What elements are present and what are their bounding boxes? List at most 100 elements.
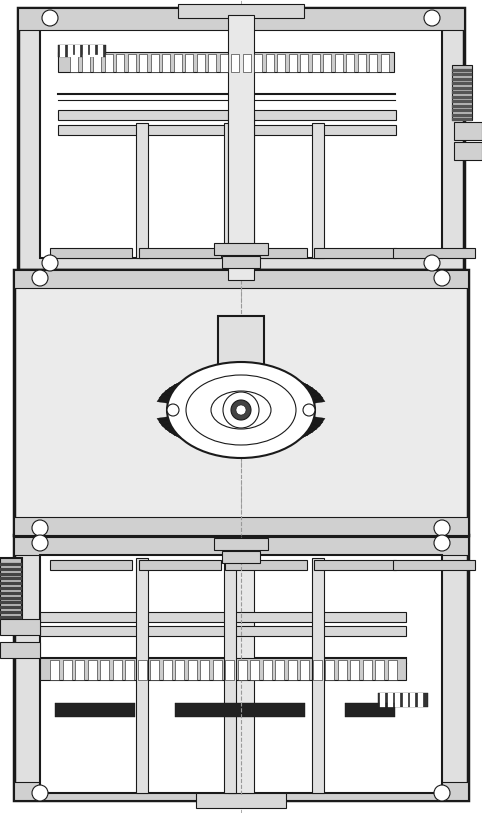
Bar: [55, 703, 135, 717]
Polygon shape: [261, 432, 284, 448]
Bar: [139, 54, 147, 72]
Bar: [0, 619, 40, 635]
Bar: [214, 243, 268, 255]
Circle shape: [434, 520, 450, 536]
Bar: [369, 54, 377, 72]
Bar: [312, 558, 324, 793]
Bar: [0, 606, 22, 609]
Bar: [375, 660, 384, 680]
Bar: [208, 54, 216, 72]
Bar: [454, 122, 482, 140]
Bar: [97, 45, 103, 57]
Polygon shape: [165, 385, 192, 398]
Polygon shape: [236, 435, 254, 450]
Polygon shape: [198, 432, 221, 448]
Circle shape: [434, 785, 450, 801]
Bar: [50, 560, 132, 570]
Bar: [225, 660, 234, 680]
Bar: [128, 54, 135, 72]
Bar: [358, 54, 365, 72]
Polygon shape: [267, 430, 291, 446]
Bar: [75, 660, 84, 680]
Bar: [242, 54, 251, 72]
Bar: [14, 535, 468, 800]
Ellipse shape: [186, 375, 296, 445]
Bar: [222, 256, 260, 268]
Bar: [346, 54, 354, 72]
Polygon shape: [255, 433, 277, 449]
Bar: [218, 398, 264, 450]
Bar: [250, 660, 259, 680]
Circle shape: [32, 270, 48, 286]
Bar: [125, 660, 134, 680]
Bar: [50, 248, 132, 258]
Bar: [14, 270, 468, 288]
Bar: [0, 592, 22, 595]
Bar: [14, 782, 468, 800]
Bar: [40, 658, 406, 680]
Polygon shape: [161, 387, 188, 400]
Bar: [136, 123, 148, 258]
Bar: [150, 660, 159, 680]
Bar: [139, 560, 221, 570]
Bar: [0, 558, 22, 618]
Bar: [417, 693, 423, 707]
Polygon shape: [191, 373, 215, 389]
Circle shape: [32, 535, 48, 551]
Polygon shape: [294, 387, 321, 400]
Bar: [452, 73, 472, 76]
Bar: [150, 54, 159, 72]
Bar: [0, 642, 40, 658]
Bar: [196, 793, 286, 808]
Bar: [14, 537, 468, 555]
Polygon shape: [243, 370, 262, 385]
Polygon shape: [281, 426, 308, 441]
Bar: [0, 582, 22, 585]
Circle shape: [167, 404, 179, 416]
Bar: [0, 597, 22, 600]
Bar: [228, 113, 254, 258]
Bar: [393, 248, 475, 258]
Circle shape: [434, 535, 450, 551]
Bar: [452, 101, 472, 103]
Polygon shape: [290, 385, 317, 398]
Bar: [287, 660, 296, 680]
Bar: [362, 660, 372, 680]
Bar: [40, 555, 442, 793]
Bar: [67, 45, 72, 57]
Polygon shape: [286, 381, 313, 396]
Bar: [452, 82, 472, 85]
Bar: [58, 110, 396, 120]
Bar: [162, 660, 172, 680]
Polygon shape: [272, 375, 297, 391]
Bar: [58, 52, 394, 72]
Polygon shape: [174, 379, 201, 394]
Bar: [452, 78, 472, 81]
Bar: [40, 612, 406, 622]
Polygon shape: [243, 434, 262, 450]
Polygon shape: [185, 429, 210, 445]
Polygon shape: [267, 373, 291, 389]
Polygon shape: [249, 371, 269, 386]
Bar: [178, 4, 304, 18]
Bar: [63, 660, 71, 680]
Bar: [452, 69, 472, 72]
Bar: [116, 54, 124, 72]
Polygon shape: [220, 370, 239, 385]
Bar: [378, 693, 428, 707]
Bar: [452, 105, 472, 108]
Bar: [311, 54, 320, 72]
Bar: [314, 248, 396, 258]
Circle shape: [223, 392, 259, 428]
Bar: [224, 123, 236, 258]
Polygon shape: [169, 424, 196, 438]
Polygon shape: [179, 428, 205, 443]
Bar: [452, 114, 472, 117]
Bar: [0, 587, 22, 590]
Circle shape: [32, 520, 48, 536]
Bar: [300, 54, 308, 72]
Polygon shape: [220, 434, 239, 450]
Ellipse shape: [211, 391, 271, 429]
Bar: [314, 560, 396, 570]
Bar: [0, 572, 22, 576]
